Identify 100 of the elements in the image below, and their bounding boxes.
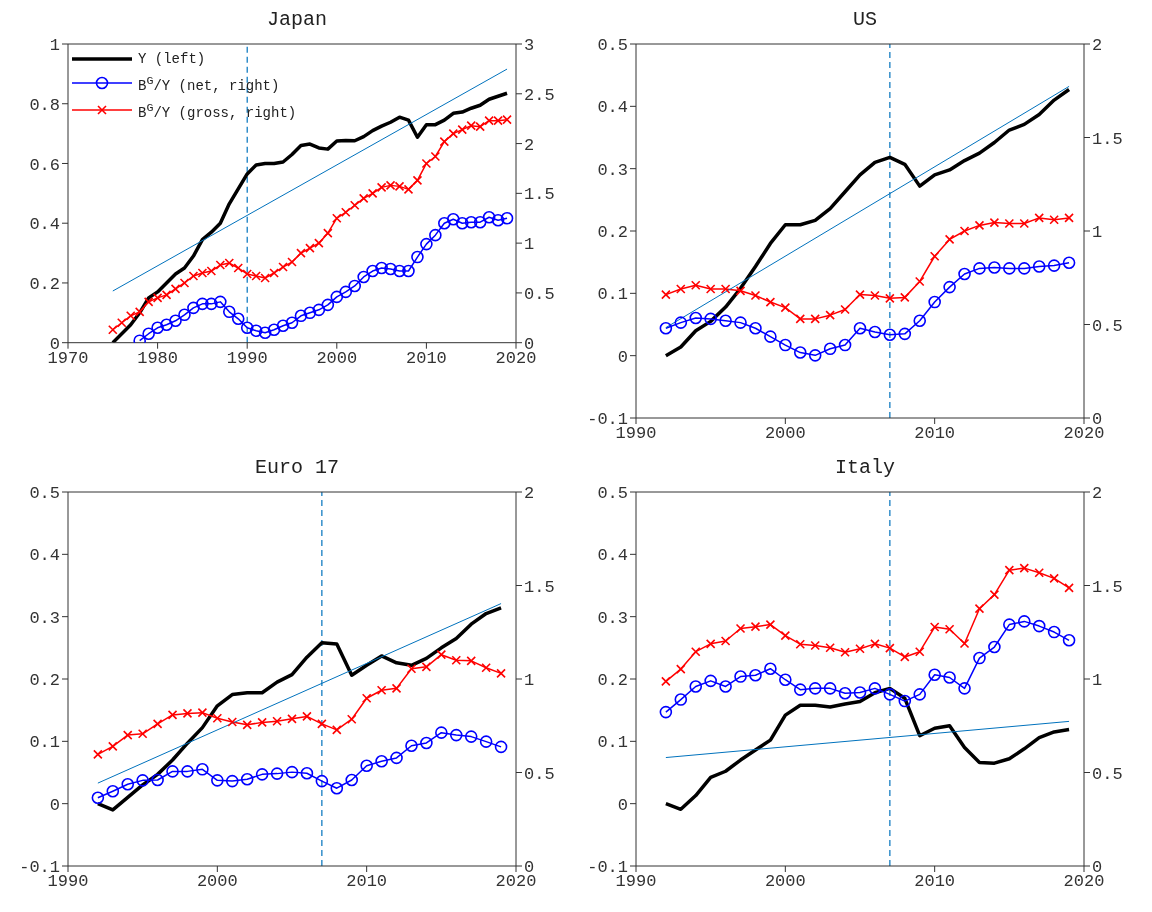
- point: [823, 342, 837, 356]
- point: [420, 237, 433, 251]
- point: [312, 303, 326, 317]
- point: [750, 621, 761, 632]
- x-tick-label: 1980: [137, 348, 179, 368]
- point: [764, 330, 777, 343]
- point: [366, 264, 379, 278]
- point: [267, 323, 281, 337]
- point: [898, 694, 912, 708]
- point: [870, 290, 880, 301]
- point: [868, 682, 882, 695]
- point: [825, 642, 835, 653]
- point: [446, 212, 460, 226]
- point: [1034, 213, 1044, 223]
- point: [1032, 619, 1046, 633]
- point: [287, 714, 297, 724]
- point: [384, 262, 397, 276]
- point: [823, 682, 837, 695]
- point: [108, 324, 118, 335]
- point: [178, 308, 191, 322]
- point: [838, 686, 852, 700]
- point: [167, 710, 178, 720]
- y-tick-label: 0.3: [29, 608, 60, 628]
- point: [853, 686, 867, 699]
- point: [989, 217, 1000, 228]
- point: [883, 328, 897, 342]
- chart-title: Italy: [834, 456, 896, 481]
- point: [676, 284, 686, 294]
- point: [1049, 214, 1059, 225]
- point: [349, 200, 360, 211]
- point: [735, 623, 746, 634]
- point: [764, 662, 777, 676]
- point: [479, 735, 493, 748]
- point: [448, 128, 459, 139]
- y-tick-label: 0.8: [29, 95, 60, 115]
- point: [249, 324, 263, 338]
- point: [734, 316, 747, 329]
- point: [317, 719, 327, 729]
- point: [914, 646, 925, 657]
- point: [1049, 573, 1059, 584]
- y2-tick-label: 1: [524, 671, 535, 691]
- point: [1003, 262, 1016, 275]
- y2-tick-label: 0.5: [524, 764, 555, 784]
- point: [1019, 218, 1030, 229]
- point: [411, 250, 424, 264]
- point: [314, 238, 324, 248]
- point: [285, 765, 299, 779]
- y2-tick-label: 1.5: [1092, 577, 1123, 597]
- x-tick-label: 2010: [405, 348, 447, 368]
- point: [959, 226, 970, 236]
- point: [121, 777, 135, 791]
- chart-title: Euro 17: [254, 456, 340, 481]
- y2-tick-label: 0.5: [1092, 764, 1123, 784]
- point: [795, 639, 806, 650]
- point: [690, 280, 701, 291]
- point: [421, 158, 432, 169]
- point: [825, 310, 835, 320]
- point: [182, 708, 193, 719]
- point: [106, 784, 120, 798]
- point: [1032, 260, 1046, 273]
- y2-tick-label: 1: [1092, 223, 1103, 243]
- point: [928, 295, 941, 309]
- point: [125, 311, 136, 321]
- chart-title: US: [852, 8, 878, 33]
- x-tick-label: 2000: [764, 872, 806, 892]
- point: [1019, 563, 1030, 573]
- point: [227, 717, 238, 727]
- point: [913, 688, 927, 701]
- y-tick-label: 0: [617, 347, 628, 367]
- point: [974, 603, 985, 614]
- point: [900, 292, 910, 303]
- point: [661, 676, 671, 687]
- point: [735, 286, 746, 296]
- y2-tick-label: 0.5: [1092, 316, 1123, 336]
- x-tick-label: 2010: [914, 424, 956, 444]
- y-tick-label: 0.5: [29, 484, 60, 504]
- point: [367, 188, 378, 199]
- point: [457, 124, 468, 135]
- point: [436, 649, 447, 660]
- point: [676, 664, 686, 674]
- point: [689, 680, 703, 693]
- point: [346, 714, 357, 725]
- point: [838, 338, 852, 352]
- point: [928, 668, 941, 681]
- point: [943, 280, 956, 294]
- point: [674, 693, 688, 706]
- point: [212, 713, 223, 724]
- point: [1047, 625, 1061, 639]
- point: [973, 651, 986, 665]
- point: [345, 773, 359, 787]
- point: [258, 326, 272, 340]
- point: [765, 619, 776, 630]
- y2-tick-label: 2: [1092, 36, 1103, 56]
- point: [240, 321, 254, 335]
- point: [134, 307, 145, 317]
- point: [705, 639, 716, 649]
- point: [749, 668, 762, 682]
- point: [255, 768, 269, 781]
- point: [870, 639, 880, 649]
- point: [793, 683, 807, 696]
